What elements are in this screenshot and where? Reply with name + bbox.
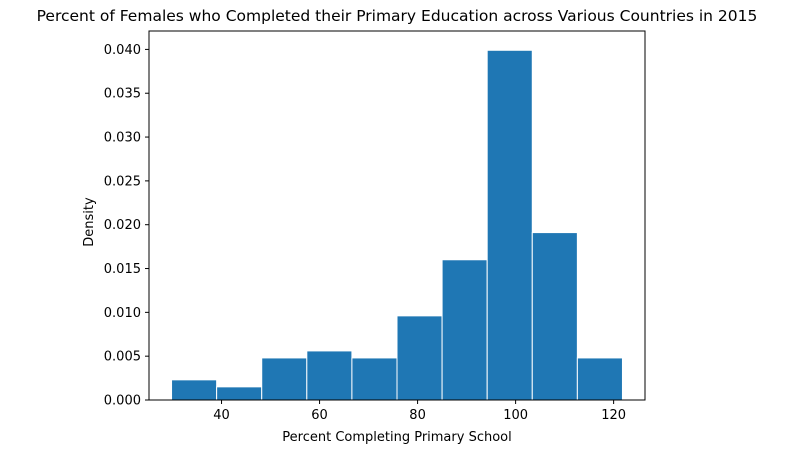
y-tick-label: 0.030 bbox=[104, 131, 141, 146]
y-axis-label: Density bbox=[82, 197, 97, 247]
histogram-bar-6 bbox=[396, 315, 443, 401]
histogram-bar-9 bbox=[531, 232, 578, 401]
histogram-bar-4 bbox=[306, 350, 353, 401]
x-tick-label: 80 bbox=[409, 408, 426, 423]
y-axis-ticks: 0.000 0.005 0.010 0.015 0.020 0.025 0.030 0.035… bbox=[104, 43, 149, 409]
x-tick-label: 60 bbox=[311, 408, 328, 423]
histogram-bar-10 bbox=[576, 357, 623, 401]
plot-frame bbox=[148, 30, 646, 401]
histogram-bar-1 bbox=[171, 379, 218, 401]
x-tick-label: 100 bbox=[503, 408, 528, 423]
bars-group bbox=[171, 49, 623, 401]
histogram-bar-3 bbox=[261, 357, 308, 401]
y-tick-label: 0.015 bbox=[104, 262, 141, 277]
y-tick-label: 0.035 bbox=[104, 87, 141, 102]
histogram-bar-5 bbox=[351, 357, 398, 401]
y-tick-label: 0.010 bbox=[104, 306, 141, 321]
x-axis-ticks: 40 60 80 100 120 bbox=[213, 400, 626, 423]
chart-title: Percent of Females who Completed their P… bbox=[37, 7, 758, 25]
x-tick-label: 120 bbox=[601, 408, 626, 423]
x-tick-label: 40 bbox=[213, 408, 230, 423]
y-tick-label: 0.005 bbox=[104, 350, 141, 365]
histogram-bar-2 bbox=[216, 386, 263, 401]
x-axis-label: Percent Completing Primary School bbox=[282, 430, 511, 445]
y-tick-label: 0.000 bbox=[104, 394, 141, 409]
histogram-bar-8 bbox=[486, 49, 533, 401]
y-tick-label: 0.025 bbox=[104, 174, 141, 189]
histogram-bar-7 bbox=[441, 259, 488, 401]
y-tick-label: 0.020 bbox=[104, 218, 141, 233]
y-tick-label: 0.040 bbox=[104, 43, 141, 58]
